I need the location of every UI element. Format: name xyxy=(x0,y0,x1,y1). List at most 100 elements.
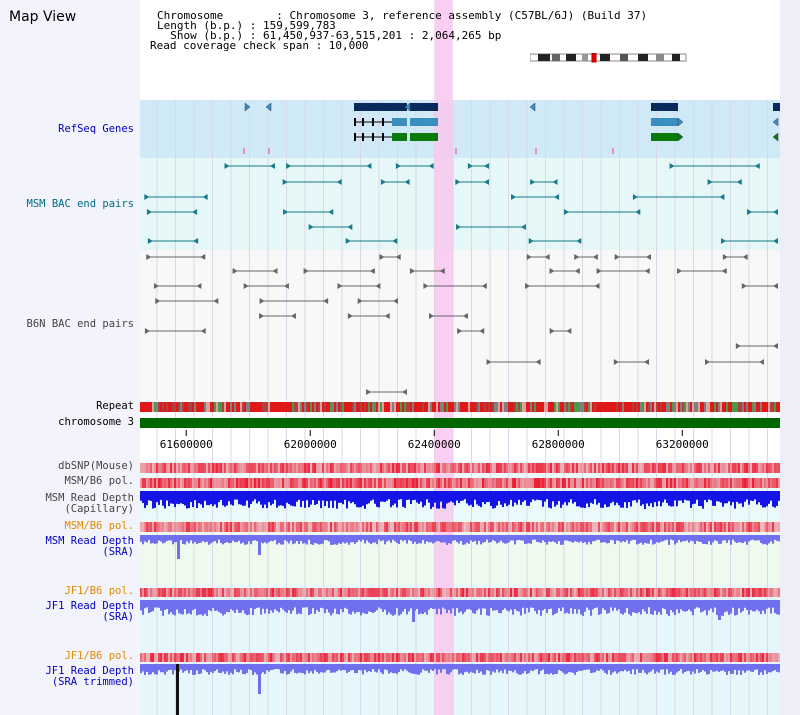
msm-depth-capillary-bar xyxy=(588,491,590,508)
dbsnp-strip xyxy=(666,463,668,473)
refseq-track-bg xyxy=(140,100,780,158)
chromosome-ideogram[interactable] xyxy=(530,53,688,63)
dbsnp-strip xyxy=(732,463,734,473)
msm-depth-sra-bar xyxy=(292,535,294,545)
jf1-depth-trimmed-bar xyxy=(636,664,638,670)
msm-depth-sra-bar xyxy=(182,535,184,545)
jf1-b6-pol-strip xyxy=(728,588,730,597)
jf1-depth-trimmed-bar xyxy=(550,664,552,674)
msm-depth-capillary-bar xyxy=(776,491,778,506)
jf1-depth-trimmed-bar xyxy=(464,664,466,673)
msm-depth-sra-bar xyxy=(642,535,644,545)
jf1-depth-trimmed-bar xyxy=(662,664,664,670)
msm-b6-pol-strip-2 xyxy=(542,522,544,532)
axis-tick-label: 62000000 xyxy=(283,438,337,451)
jf1-b6-pol-strip xyxy=(266,588,268,597)
msm-depth-capillary-bar xyxy=(592,491,594,504)
msm-b6-pol-strip-2 xyxy=(494,522,496,532)
jf1-depth-trimmed-bar xyxy=(752,664,754,672)
msm-depth-sra-bar xyxy=(582,535,584,543)
jf1-b6-pol-strip-2 xyxy=(554,653,556,662)
jf1-b6-pol-strip-2 xyxy=(174,653,176,662)
msm-depth-sra-bar xyxy=(410,535,412,542)
msm-depth-sra-bar xyxy=(230,535,232,544)
msm-depth-sra-bar xyxy=(156,535,158,544)
msm-b6-pol-strip-2 xyxy=(624,522,626,532)
jf1-depth-trimmed-bar xyxy=(174,664,176,671)
track-label-refseq[interactable]: RefSeq Genes xyxy=(58,123,134,135)
jf1-b6-pol-strip-2 xyxy=(608,653,610,662)
msm-depth-sra-bar xyxy=(384,535,386,545)
msm-b6-pol-strip-2 xyxy=(466,522,468,532)
jf1-depth-sra-bar xyxy=(386,600,388,615)
msm-depth-sra-bar xyxy=(536,535,538,542)
msm-b6-pol-strip xyxy=(498,478,500,488)
msm-b6-pol-strip xyxy=(246,478,248,488)
jf1-depth-sra-bar xyxy=(704,600,706,611)
dbsnp-strip xyxy=(488,463,490,473)
jf1-b6-pol-strip xyxy=(484,588,486,597)
track-label-msm-bac[interactable]: MSM BAC end pairs xyxy=(26,198,134,210)
msm-b6-pol-strip xyxy=(258,478,260,488)
msm-b6-pol-strip xyxy=(294,478,296,488)
msm-depth-capillary-bar xyxy=(218,491,220,503)
jf1-b6-pol-strip xyxy=(300,588,302,597)
jf1-depth-trimmed-bar xyxy=(342,664,344,671)
msm-b6-pol-strip-2 xyxy=(504,522,506,532)
jf1-b6-pol-strip-2 xyxy=(610,653,612,662)
jf1-b6-pol-strip xyxy=(244,588,246,597)
jf1-depth-sra-bar xyxy=(636,600,638,614)
dbsnp-strip xyxy=(772,463,774,473)
jf1-b6-pol-strip xyxy=(616,588,618,597)
jf1-b6-pol-strip-2 xyxy=(754,653,756,662)
msm-depth-sra-bar xyxy=(252,535,254,541)
msm-depth-sra-bar xyxy=(682,535,684,542)
jf1-b6-pol-strip-2 xyxy=(446,653,448,662)
msm-depth-capillary-bar xyxy=(630,491,632,507)
track-label-b6n-bac[interactable]: B6N BAC end pairs xyxy=(26,318,134,330)
jf1-depth-trimmed-bar xyxy=(554,664,556,675)
msm-b6-pol-strip xyxy=(150,478,152,488)
msm-depth-sra-bar xyxy=(692,535,694,542)
jf1-depth-trimmed-bar xyxy=(164,664,166,675)
jf1-b6-pol-strip-2 xyxy=(468,653,470,662)
msm-depth-sra-bar xyxy=(444,535,446,543)
jf1-b6-pol-strip-2 xyxy=(710,653,712,662)
msm-b6-pol-strip-2 xyxy=(192,522,194,532)
jf1-depth-trimmed-bar xyxy=(748,664,750,671)
msm-b6-pol-strip xyxy=(766,478,768,488)
msm-b6-pol-strip-2 xyxy=(544,522,546,532)
msm-b6-pol-strip xyxy=(688,478,690,488)
msm-bac-pair-end xyxy=(721,238,727,244)
msm-b6-pol-strip-2 xyxy=(778,522,780,532)
jf1-depth-trimmed-bar xyxy=(278,664,280,670)
msm-depth-capillary-bar xyxy=(160,491,162,500)
jf1-depth-sra-bar xyxy=(522,600,524,608)
jf1-depth-sra-bar xyxy=(262,600,264,609)
repeat-block xyxy=(518,402,520,412)
jf1-depth-sra-bar xyxy=(614,600,616,608)
repeat-block xyxy=(684,402,686,412)
jf1-depth-sra-bar xyxy=(602,600,604,609)
msm-depth-capillary-bar xyxy=(274,491,276,500)
repeat-block xyxy=(360,402,362,412)
msm-b6-pol-strip xyxy=(430,478,432,488)
b6n-bac-pair-end xyxy=(303,268,309,274)
jf1-b6-pol-strip-2 xyxy=(476,653,478,662)
repeat-block xyxy=(178,402,180,412)
jf1-depth-sra-bar xyxy=(366,600,368,614)
repeat-block xyxy=(288,402,290,412)
jf1-b6-pol-strip xyxy=(166,588,168,597)
jf1-depth-trimmed-bar xyxy=(344,664,346,671)
jf1-b6-pol-strip-2 xyxy=(314,653,316,662)
dbsnp-strip xyxy=(562,463,564,473)
jf1-b6-pol-strip-2 xyxy=(228,653,230,662)
ideogram-band xyxy=(620,54,628,61)
msm-depth-sra-bar xyxy=(310,535,312,545)
repeat-block xyxy=(664,402,666,412)
msm-depth-sra-bar xyxy=(422,535,424,540)
repeat-block xyxy=(540,402,542,412)
jf1-b6-pol-strip-2 xyxy=(546,653,548,662)
msm-depth-capillary-bar xyxy=(376,491,378,507)
jf1-b6-pol-strip-2 xyxy=(776,653,778,662)
